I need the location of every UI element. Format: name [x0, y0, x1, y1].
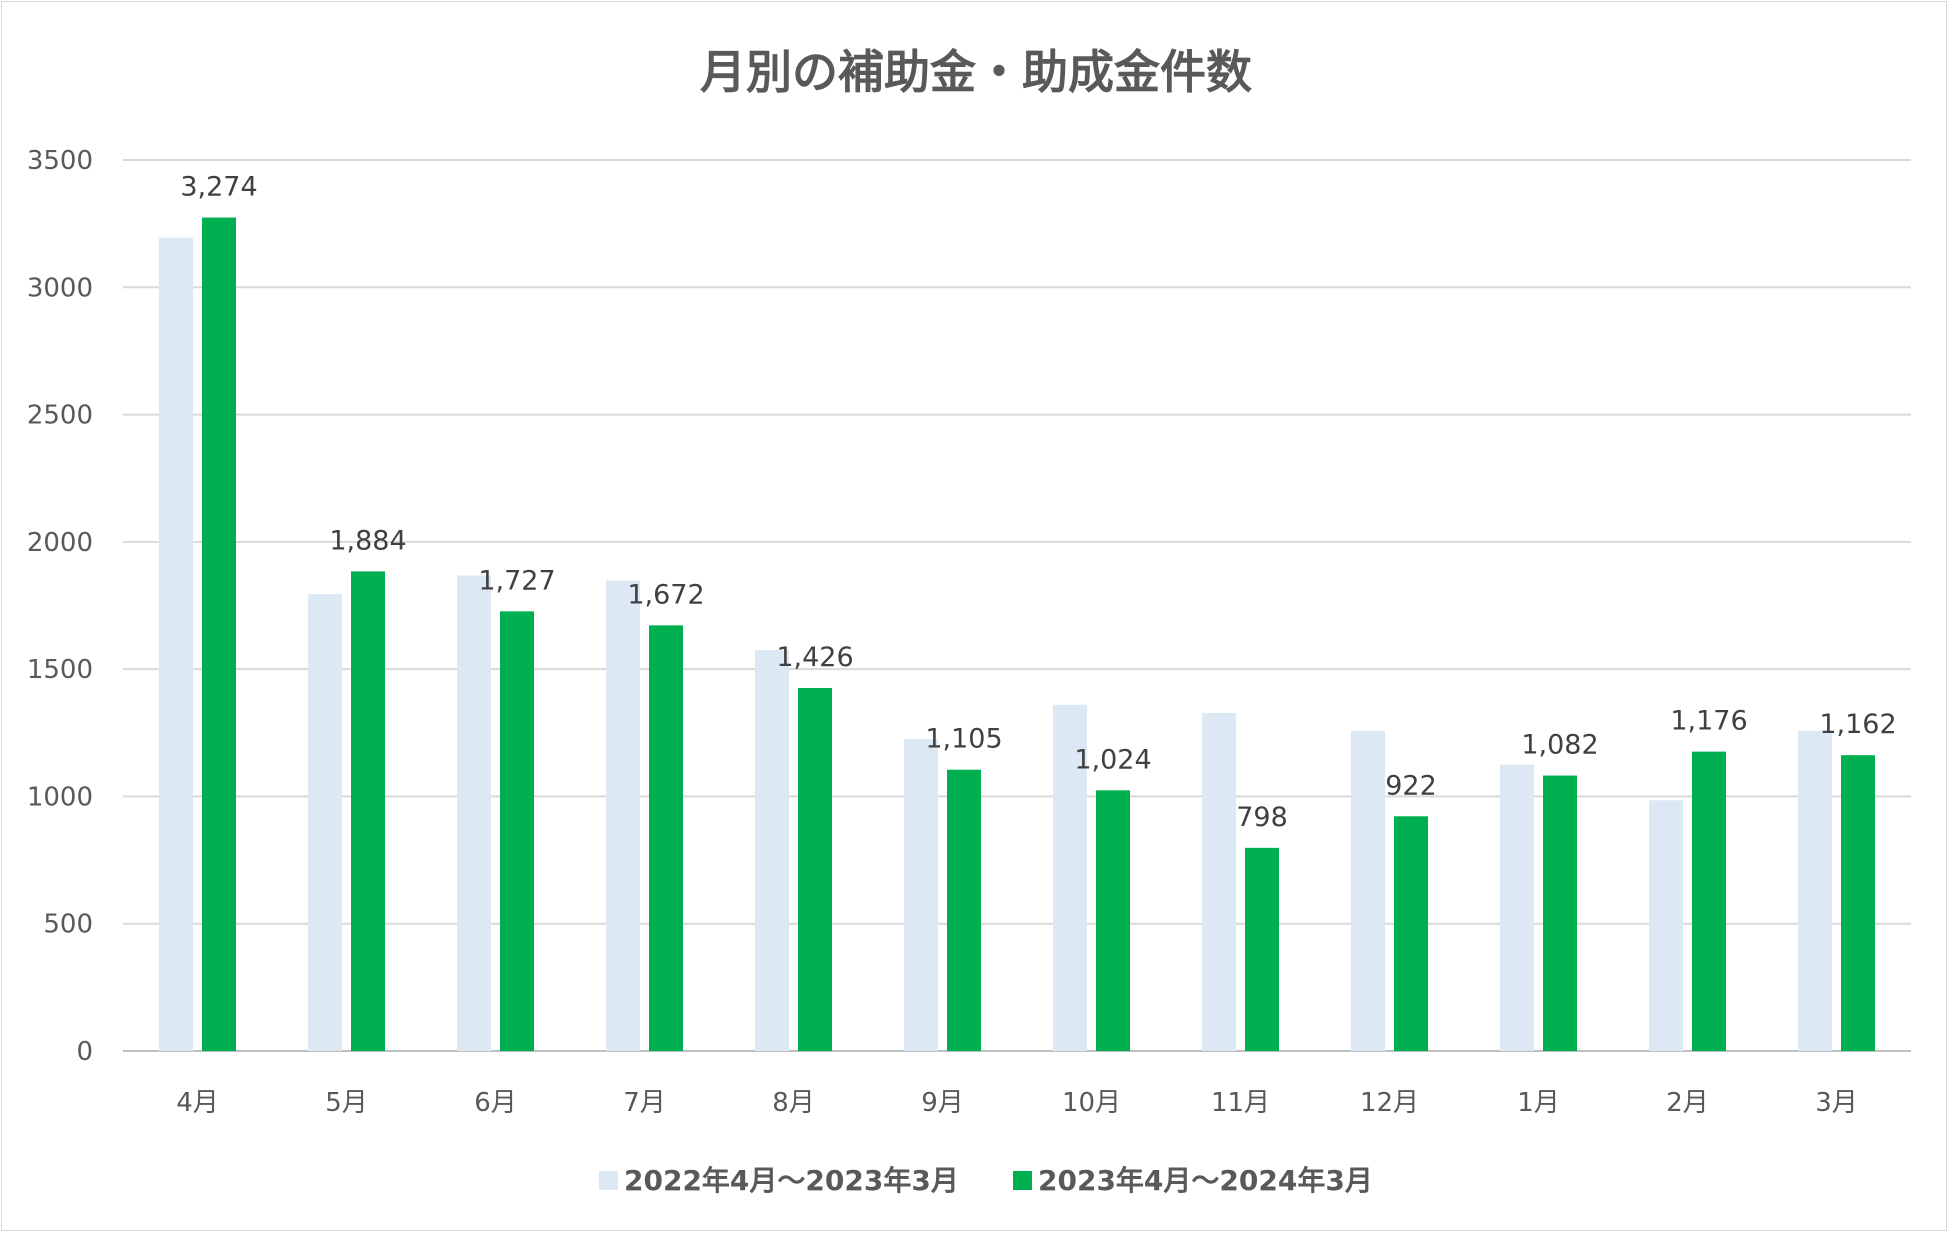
bar-series-2 [1841, 755, 1875, 1051]
legend-label: 2022年4月～2023年3月 [624, 1164, 959, 1197]
data-label: 1,162 [1819, 709, 1896, 740]
x-tick-label: 2月 [1666, 1088, 1709, 1118]
bar-series-1 [457, 575, 491, 1051]
data-label: 1,426 [776, 642, 853, 673]
data-label: 1,727 [478, 565, 555, 596]
data-labels: 3,274 1,884 1,727 1,672 1,426 1,105 1,024 798 92… [180, 172, 1896, 833]
y-tick-label: 2000 [27, 528, 93, 558]
legend-label: 2023年4月～2024年3月 [1038, 1164, 1373, 1197]
data-label: 922 [1385, 770, 1437, 801]
x-axis-ticks: 4月 5月 6月 7月 8月 9月 10月 11月 12月 1月 2月 3月 [176, 1088, 1858, 1118]
bar-series-2 [1543, 775, 1577, 1051]
bar-series-1 [1202, 712, 1236, 1051]
data-label: 798 [1236, 802, 1288, 833]
bar-series-1 [159, 237, 193, 1051]
bar-series-1 [904, 739, 938, 1051]
bars [159, 217, 1875, 1051]
bar-series-2 [947, 769, 981, 1051]
data-label: 1,105 [925, 724, 1002, 755]
bar-series-2 [351, 571, 385, 1051]
data-label: 1,176 [1670, 706, 1747, 737]
data-label: 1,024 [1074, 744, 1151, 775]
bar-series-1 [755, 650, 789, 1051]
y-tick-label: 0 [76, 1037, 93, 1067]
bar-series-1 [308, 594, 342, 1051]
y-tick-label: 500 [43, 910, 93, 940]
legend-swatch [1013, 1171, 1032, 1190]
x-tick-label: 4月 [176, 1088, 219, 1118]
bar-series-2 [1096, 790, 1130, 1051]
chart-title: 月別の補助金・助成金件数 [700, 45, 1252, 99]
x-tick-label: 3月 [1815, 1088, 1858, 1118]
bar-series-2 [202, 217, 236, 1051]
bar-series-2 [798, 687, 832, 1051]
bar-series-2 [1394, 816, 1428, 1051]
x-tick-label: 5月 [325, 1088, 368, 1118]
data-label: 1,884 [329, 525, 406, 556]
bar-series-1 [1500, 764, 1534, 1051]
legend-swatch [599, 1171, 618, 1190]
x-tick-label: 12月 [1360, 1088, 1419, 1118]
y-axis-ticks: 0 500 1000 1500 2000 2500 3000 3500 [27, 146, 93, 1067]
y-tick-label: 3500 [27, 146, 93, 176]
x-tick-label: 9月 [921, 1088, 964, 1118]
bar-series-1 [1798, 730, 1832, 1051]
bar-series-2 [500, 611, 534, 1051]
bar-series-2 [1245, 847, 1279, 1051]
y-tick-label: 1000 [27, 782, 93, 812]
bar-series-1 [606, 580, 640, 1051]
bar-series-2 [1692, 751, 1726, 1051]
x-tick-label: 6月 [474, 1088, 517, 1118]
x-tick-label: 1月 [1517, 1088, 1560, 1118]
data-label: 1,082 [1521, 730, 1598, 761]
bar-series-1 [1053, 704, 1087, 1051]
x-tick-label: 7月 [623, 1088, 666, 1118]
data-label: 1,672 [627, 579, 704, 610]
x-tick-label: 10月 [1062, 1088, 1121, 1118]
data-label: 3,274 [180, 172, 257, 203]
bar-series-1 [1351, 730, 1385, 1051]
y-tick-label: 2500 [27, 401, 93, 431]
legend: 2022年4月～2023年3月 2023年4月～2024年3月 [599, 1164, 1373, 1197]
y-tick-label: 3000 [27, 273, 93, 303]
bar-series-1 [1649, 800, 1683, 1051]
bar-series-2 [649, 625, 683, 1051]
x-tick-label: 11月 [1211, 1088, 1270, 1118]
y-tick-label: 1500 [27, 655, 93, 685]
x-tick-label: 8月 [772, 1088, 815, 1118]
gridlines [123, 159, 1911, 1052]
